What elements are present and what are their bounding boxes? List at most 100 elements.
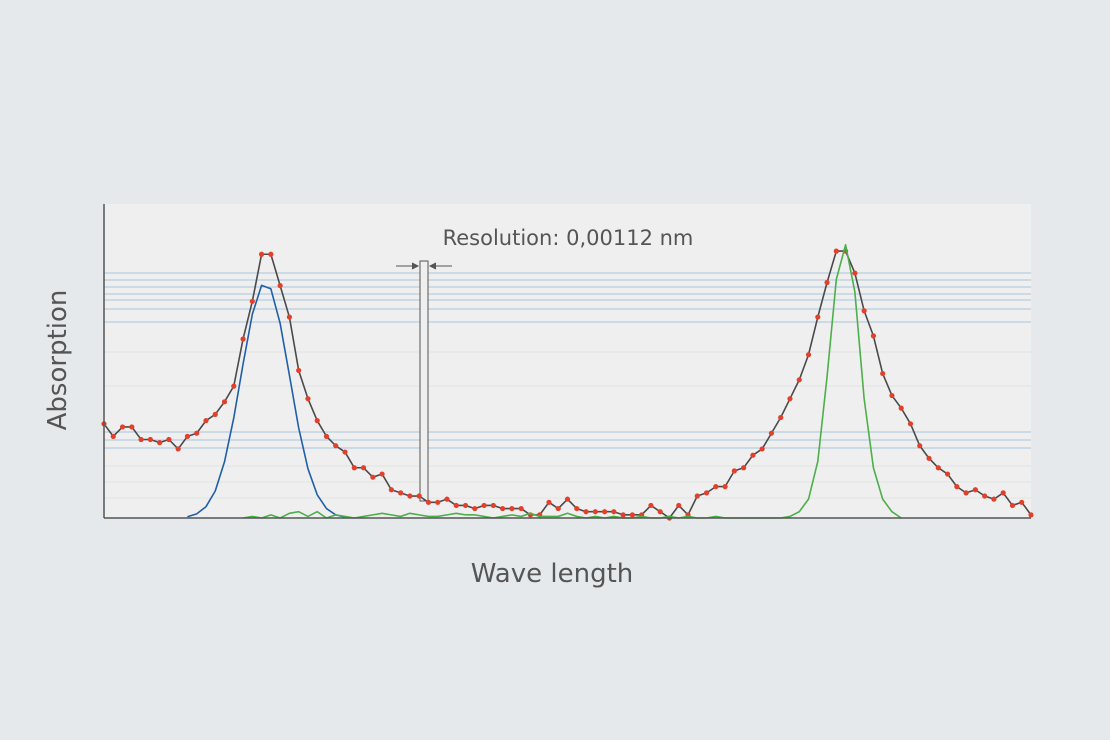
data-point	[741, 465, 747, 471]
data-point	[944, 471, 951, 477]
series-line	[187, 284, 346, 518]
data-point	[138, 436, 144, 443]
data-point	[333, 443, 339, 449]
data-point	[546, 499, 552, 505]
series-layer	[101, 244, 1034, 521]
data-point	[323, 433, 330, 439]
data-point	[110, 433, 116, 439]
data-point	[833, 248, 839, 254]
data-point	[824, 279, 830, 286]
data-point	[620, 512, 626, 518]
data-point	[500, 505, 506, 512]
data-point	[768, 430, 775, 436]
data-point	[194, 430, 200, 436]
data-point	[601, 509, 608, 515]
data-point	[360, 465, 367, 471]
data-point	[796, 377, 802, 383]
data-point	[388, 487, 394, 493]
data-point	[249, 298, 255, 304]
data-point	[286, 314, 292, 320]
data-point	[351, 465, 357, 471]
data-point	[370, 474, 376, 480]
data-point	[184, 433, 191, 439]
data-point	[1009, 502, 1016, 509]
x-axis-label: Wave length	[471, 559, 634, 589]
data-point	[657, 509, 663, 515]
data-point	[258, 251, 265, 257]
annotation: Resolution: 0,00112 nm	[443, 226, 694, 250]
data-point	[750, 452, 756, 458]
data-point	[490, 502, 496, 509]
data-point	[231, 383, 237, 389]
data-point	[991, 496, 997, 502]
data-point	[898, 405, 904, 411]
data-point	[787, 396, 793, 402]
y-axis-label: Absorption	[43, 290, 73, 431]
data-point	[435, 499, 441, 505]
data-point	[805, 352, 812, 358]
data-point	[648, 502, 654, 509]
data-point	[444, 496, 450, 502]
data-point	[221, 399, 228, 405]
data-point	[583, 509, 589, 515]
data-point	[982, 493, 988, 499]
data-point	[481, 502, 487, 509]
data-point	[203, 418, 209, 424]
data-point	[592, 509, 598, 515]
data-point	[954, 484, 960, 490]
data-point	[731, 468, 737, 474]
data-point	[212, 411, 218, 417]
data-point	[722, 484, 728, 490]
data-point	[907, 421, 914, 427]
data-point	[917, 443, 923, 449]
data-point	[694, 493, 700, 499]
data-point	[342, 449, 348, 455]
data-point	[759, 446, 765, 452]
data-point	[453, 502, 459, 509]
data-point	[1000, 490, 1006, 496]
data-point	[935, 465, 941, 471]
data-point	[157, 440, 163, 446]
data-point	[703, 490, 710, 496]
data-point	[815, 314, 821, 320]
data-point	[963, 490, 969, 496]
data-point	[472, 505, 478, 512]
data-point	[778, 414, 784, 421]
data-point	[509, 505, 515, 512]
data-point	[555, 505, 561, 512]
resolution-bracket	[396, 260, 452, 502]
data-point	[147, 436, 153, 443]
data-point	[129, 424, 135, 430]
data-point	[1019, 499, 1025, 505]
data-point	[676, 502, 682, 509]
data-point	[852, 270, 858, 276]
data-point	[398, 490, 404, 496]
data-point	[713, 484, 719, 490]
data-point	[574, 505, 580, 512]
data-point	[462, 502, 469, 509]
data-point	[611, 509, 617, 515]
data-point	[425, 499, 432, 505]
data-point	[277, 283, 283, 289]
data-point	[240, 336, 246, 342]
data-point	[314, 418, 320, 424]
data-point	[1028, 512, 1034, 518]
data-point	[880, 370, 886, 377]
data-point	[166, 436, 172, 443]
data-point	[175, 446, 181, 452]
data-point	[972, 487, 978, 493]
data-point	[629, 512, 635, 518]
data-point	[407, 493, 413, 499]
data-point	[518, 505, 524, 512]
data-point	[119, 424, 126, 430]
data-point	[416, 493, 422, 499]
data-point	[870, 333, 877, 339]
data-point	[379, 471, 385, 477]
data-point	[305, 396, 311, 402]
data-point	[268, 251, 274, 257]
data-point	[889, 392, 895, 399]
data-point	[861, 308, 867, 314]
data-point	[564, 496, 571, 502]
